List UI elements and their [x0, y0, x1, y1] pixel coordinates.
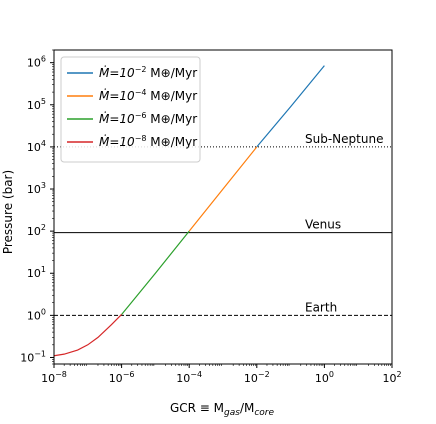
series-line-2 — [121, 230, 190, 315]
legend-entry-1: Ṁ=10−4 M⊕/Myr — [99, 88, 197, 103]
y-tick-label-2: 101 — [27, 265, 46, 280]
y-tick-label-4: 103 — [27, 181, 46, 196]
y-tick-label-1: 100 — [27, 307, 46, 322]
y-axis: 10−1 100 101 102 103 104 105 106 — [20, 49, 54, 364]
x-tick-label-3: 10−2 — [244, 370, 270, 385]
reference-lines: Sub-Neptune Venus Earth — [54, 132, 392, 316]
x-axis-label-sub-gas: gas — [224, 408, 240, 418]
legend: Ṁ=10−2 M⊕/Myr Ṁ=10−4 M⊕/Myr Ṁ=10−6 M⊕/Myr Ṁ… — [60, 56, 201, 163]
y-tick-label-3: 102 — [27, 223, 46, 238]
plot-frame — [53, 49, 393, 365]
legend-entry-3: Ṁ=10−8 M⊕/Myr — [99, 134, 197, 149]
legend-entry-2: Ṁ=10−6 M⊕/Myr — [99, 111, 197, 126]
reference-line-label-1: Venus — [305, 218, 341, 232]
reference-line-label-0: Sub-Neptune — [305, 132, 383, 146]
x-axis: 10−8 10−6 10−4 10−2 100 102 — [41, 364, 402, 385]
series-line-0 — [256, 65, 325, 148]
y-tick-label-0: 10−1 — [20, 349, 46, 364]
y-tick-label-5: 104 — [27, 139, 46, 154]
y-tick-label-6: 105 — [27, 97, 46, 112]
x-axis-label-main: GCR ≡ M — [170, 401, 224, 415]
x-tick-label-5: 102 — [382, 370, 401, 385]
series-line-1 — [188, 146, 258, 232]
x-tick-label-0: 10−8 — [41, 370, 67, 385]
x-tick-label-4: 100 — [315, 370, 334, 385]
y-tick-label-7: 106 — [27, 55, 46, 70]
series-line-3 — [53, 314, 123, 357]
x-axis-label: GCR ≡ Mgas/Mcore — [170, 401, 275, 418]
x-tick-label-1: 10−6 — [109, 370, 135, 385]
series-lines — [53, 65, 325, 357]
x-axis-label-sub-core: core — [254, 408, 274, 418]
legend-entry-0: Ṁ=10−2 M⊕/Myr — [99, 65, 197, 80]
legend-box — [60, 56, 201, 163]
x-axis-label-slash: /M — [240, 401, 254, 415]
reference-line-label-2: Earth — [305, 300, 337, 314]
y-axis-label: Pressure (bar) — [1, 170, 15, 254]
x-tick-label-2: 10−4 — [176, 370, 202, 385]
